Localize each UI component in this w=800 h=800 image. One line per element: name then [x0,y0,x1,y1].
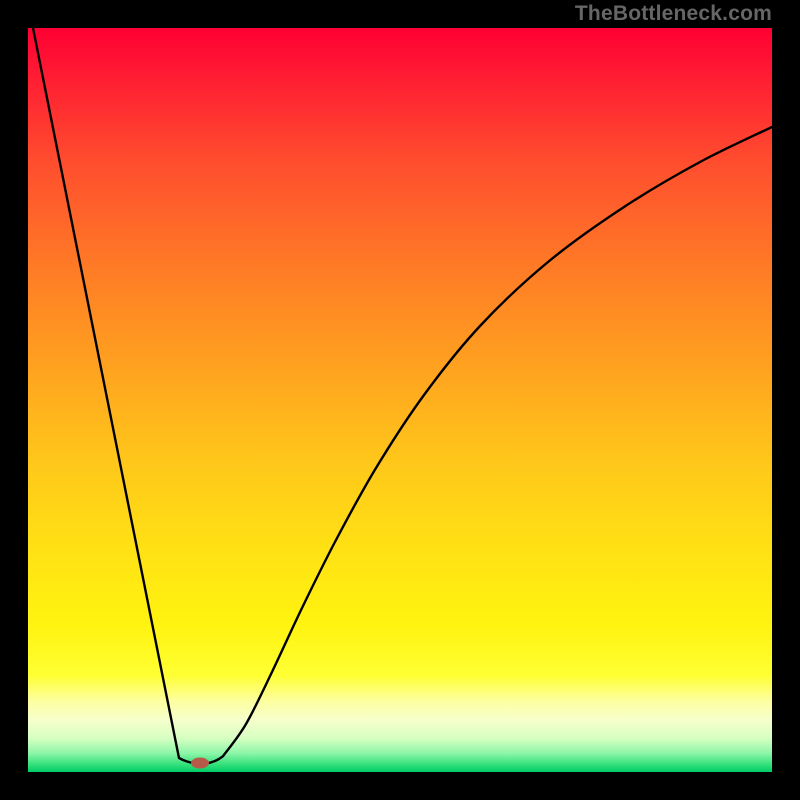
chart-frame: TheBottleneck.com [0,0,800,800]
plot-area [28,28,772,772]
optimum-marker [191,758,209,769]
bottleneck-chart [0,0,800,800]
gradient-background [28,28,772,772]
